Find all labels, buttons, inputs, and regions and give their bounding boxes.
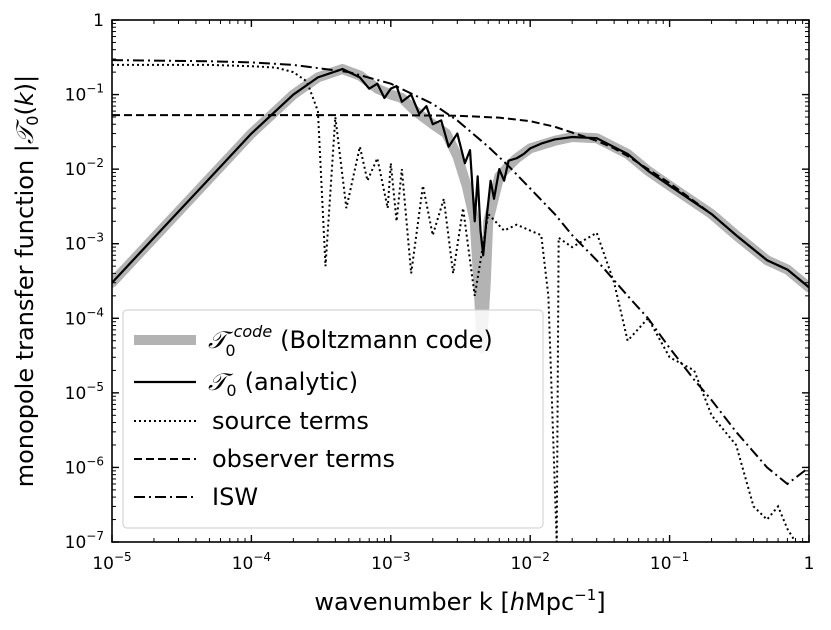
legend: 𝒯0code (Boltzmann code) 𝒯0 (analytic) sour… bbox=[123, 310, 543, 528]
legend-label-source: source terms bbox=[212, 407, 369, 435]
legend-label-isw: ISW bbox=[212, 483, 258, 511]
chart: 10−5 10−4 10−3 10−2 10−1 110−710−610−510−410−… bbox=[0, 0, 831, 630]
y-axis-title: monopole transfer function |𝒯0(k)| bbox=[11, 75, 42, 487]
y-tick-label: 1 bbox=[93, 11, 104, 31]
x-axis-title: wavenumber k [hMpc−1] bbox=[314, 586, 605, 616]
legend-label-observer: observer terms bbox=[212, 445, 395, 473]
x-tick-label: 1 bbox=[804, 554, 815, 574]
